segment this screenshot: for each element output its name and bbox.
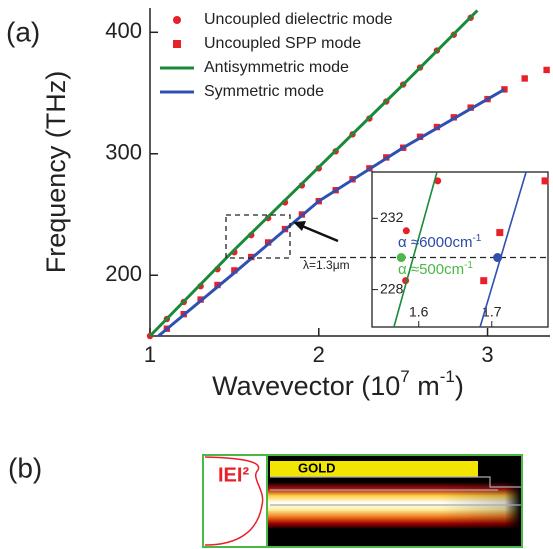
x-tick-label: 1 xyxy=(144,342,156,367)
main-chart: (a) 200 300 400 1 2 3 Frequency (THz) Wavevector… xyxy=(6,8,550,401)
series-line xyxy=(148,9,479,338)
y-tick-label: 200 xyxy=(105,261,142,286)
y-tick-label: 228 xyxy=(380,280,404,296)
crossing-point xyxy=(396,253,406,263)
profile-curve xyxy=(204,456,264,546)
y-tick-label: 232 xyxy=(380,209,404,225)
field-label: IEI² xyxy=(218,464,249,486)
legend-label: Antisymmetric mode xyxy=(204,59,349,76)
marker xyxy=(434,177,442,185)
x-tick-label: 1.6 xyxy=(409,304,429,320)
x-tick-label: 3 xyxy=(481,342,493,367)
legend-label: Symmetric mode xyxy=(204,83,324,100)
annotation-sup: -1 xyxy=(464,260,473,271)
annotation: λ=1.3μm xyxy=(303,258,350,272)
x-axis-label-part: m xyxy=(410,371,440,401)
marker xyxy=(402,227,410,235)
annotation: α ≈6000cm-1 xyxy=(398,233,482,251)
x-tick-label: 2 xyxy=(313,342,325,367)
series-line xyxy=(479,171,527,328)
marker xyxy=(521,75,528,82)
panel-label: (b) xyxy=(8,452,42,483)
arrow xyxy=(301,224,339,243)
marker xyxy=(480,277,488,285)
legend-swatch xyxy=(173,40,181,48)
crossing-point xyxy=(493,253,503,263)
profile-box xyxy=(202,454,268,548)
marker xyxy=(231,267,238,274)
image-panel: (b) IEI² GOLD xyxy=(8,452,523,548)
series-line xyxy=(393,171,438,328)
annotation: α ≈500cm-1 xyxy=(398,260,473,278)
gold-layer xyxy=(270,461,478,477)
legend-label: Uncoupled dielectric mode xyxy=(204,11,393,28)
marker xyxy=(496,229,504,237)
gold-label: GOLD xyxy=(298,460,336,475)
x-axis-label-part: ) xyxy=(455,371,464,401)
y-tick-label: 300 xyxy=(105,140,142,165)
annotation-part: α ≈500cm xyxy=(398,261,464,278)
legend-swatch xyxy=(173,16,181,24)
y-axis-label: Frequency (THz) xyxy=(41,71,71,274)
x-tick-label: 1.7 xyxy=(482,304,502,320)
zoom-box xyxy=(225,214,291,259)
series-line xyxy=(157,88,506,338)
x-axis-label-sup: -1 xyxy=(440,367,455,386)
marker xyxy=(541,177,549,185)
legend-label: Uncoupled SPP mode xyxy=(204,35,361,52)
marker xyxy=(543,66,550,74)
x-axis-label-sup: 7 xyxy=(400,367,409,386)
annotation-sup: -1 xyxy=(472,233,481,244)
layer-outline xyxy=(270,476,521,506)
x-axis-label-part: Wavevector (10 xyxy=(212,371,400,401)
panel-label: (a) xyxy=(6,16,40,47)
annotation-part: α ≈6000cm xyxy=(398,234,472,251)
y-tick-label: 400 xyxy=(105,18,142,43)
arrow-head xyxy=(293,221,306,231)
x-axis-label: Wavevector (107 m-1) xyxy=(212,367,464,401)
